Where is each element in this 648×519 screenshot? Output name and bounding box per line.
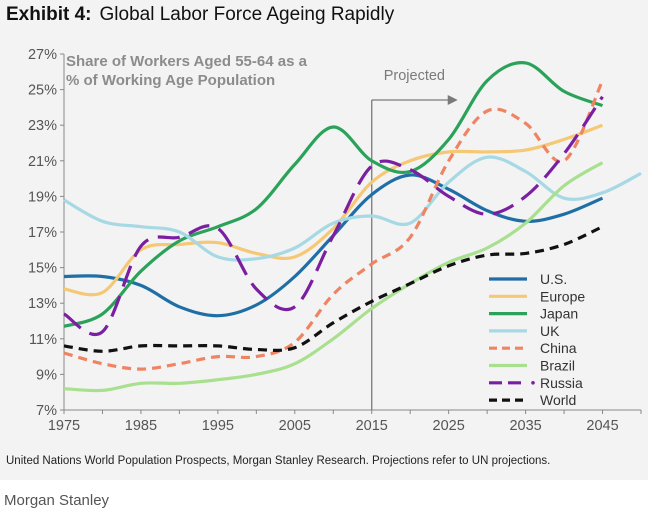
series-line-russia [63,95,604,336]
x-tick-label: 2045 [586,418,618,434]
series-line-europe [63,123,604,297]
exhibit-title: Global Labor Force Ageing Rapidly [99,4,395,25]
source-footnote: United Nations World Population Prospect… [6,455,551,467]
projected-annotation: Projected [371,68,458,410]
x-tick-label: 2035 [509,418,541,434]
y-tick-label: 21% [28,154,57,170]
y-tick-label: 11% [29,332,57,348]
legend-label-japan: Japan [540,306,578,322]
series-line-china [63,80,604,371]
series-line-japan [63,61,604,328]
legend-label-us: U.S. [540,271,567,287]
exhibit-panel: Exhibit 4: Global Labor Force Ageing Rapi… [0,0,648,480]
legend-label-uk: UK [540,323,560,339]
projected-arrow-head [447,95,458,105]
y-tick-label: 27% [28,47,57,63]
series-line-uk [63,155,642,262]
x-tick-label: 2025 [433,418,465,434]
chart-subtitle: Share of Workers Aged 55-64 as a % of Wor… [66,53,308,89]
chart-axes: 7% 9% 11% 13% 15% 17% 19% 21% 23% 25% 27% 1975 1985 1… [28,47,642,434]
x-tick-label: 1975 [48,418,80,434]
y-tick-label: 23% [28,118,57,134]
y-tick-label: 13% [28,296,57,312]
exhibit-label: Exhibit 4: [6,4,92,25]
projected-label: Projected [384,68,445,84]
y-tick-label: 7% [36,403,57,419]
y-tick-label: 25% [28,83,57,99]
series-line-us [63,173,604,318]
subtitle-line: Share of Workers Aged 55-64 as a [66,53,308,70]
legend-label-europe: Europe [540,288,585,304]
legend-marker-russia [531,381,535,385]
legend-label-brazil: Brazil [540,358,575,374]
legend-label-russia: Russia [540,375,583,391]
legend-label-china: China [540,340,577,356]
y-tick-label: 19% [28,189,57,205]
x-tick-label: 2015 [356,418,388,434]
chart-title: Exhibit 4: Global Labor Force Ageing Rapi… [6,4,394,26]
x-tick-label: 1985 [125,418,157,434]
line-chart: Share of Workers Aged 55-64 as a % of Wor… [28,47,642,434]
series-line-brazil [63,161,604,393]
legend-label-world: World [540,392,576,408]
y-tick-label: 17% [28,225,57,241]
y-tick-label: 15% [28,261,57,277]
brand-name: Morgan Stanley [4,492,110,509]
chart-series [63,61,642,393]
y-tick-label: 9% [36,367,57,383]
subtitle-line: % of Working Age Population [66,72,275,89]
x-tick-label: 2005 [279,418,311,434]
series-line-world [63,225,604,353]
x-tick-label: 1995 [202,418,234,434]
